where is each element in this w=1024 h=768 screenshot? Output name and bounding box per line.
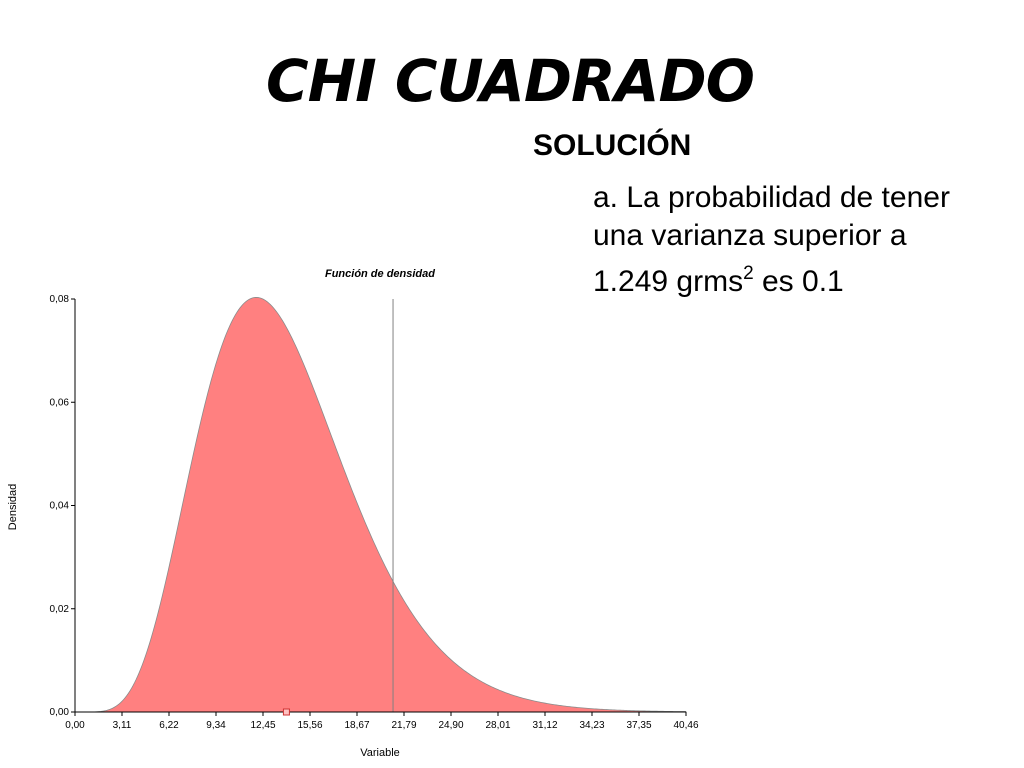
x-tick-label: 3,11: [113, 720, 132, 731]
x-tick-label: 15,56: [297, 720, 322, 731]
x-tick-label: 40,46: [673, 720, 698, 731]
y-tick-label: 0,02: [50, 604, 70, 615]
slide-title: CHI CUADRADO: [266, 47, 755, 115]
x-tick-label: 28,01: [485, 720, 510, 731]
x-tick-label: 0,00: [65, 720, 85, 731]
y-tick-label: 0,00: [50, 707, 70, 718]
x-axis-marker: [282, 708, 290, 716]
answer-exponent: 2: [743, 263, 754, 284]
answer-line-2: una varianza superior a: [593, 219, 907, 252]
x-tick-label: 18,67: [344, 720, 369, 731]
answer-line-3-start: 1.249 grms: [593, 265, 744, 298]
x-tick-label: 12,45: [250, 720, 275, 731]
answer-line-1: a. La probabilidad de tener: [593, 181, 950, 214]
x-tick-label: 21,79: [391, 720, 416, 731]
x-tick-label: 31,12: [532, 720, 557, 731]
x-tick-label: 37,35: [626, 720, 651, 731]
answer-line-3: 1.249 grms2 es 0.1: [593, 255, 1023, 301]
x-tick-label: 34,23: [579, 720, 604, 731]
answer-text: a. La probabilidad de tener una varianza…: [593, 179, 1023, 301]
x-tick-label: 24,90: [438, 720, 463, 731]
density-curve-area: [75, 296, 687, 713]
y-tick-label: 0,04: [50, 501, 70, 512]
chart-title: Función de densidad: [325, 268, 435, 280]
x-tick-label: 6,22: [159, 720, 179, 731]
y-tick-label: 0,08: [50, 294, 70, 305]
answer-line-3-end: es 0.1: [753, 265, 844, 298]
y-axis-label: Densidad: [7, 484, 19, 530]
plot-area: 0,00 3,11 6,22 9,34 12,45 15,56 18,67 21,79 24,9…: [50, 294, 699, 731]
y-tick-label: 0,06: [50, 397, 70, 408]
x-axis-label: Variable: [360, 747, 400, 759]
slide-subtitle: SOLUCIÓN: [533, 129, 692, 162]
x-tick-label: 9,34: [206, 720, 226, 731]
